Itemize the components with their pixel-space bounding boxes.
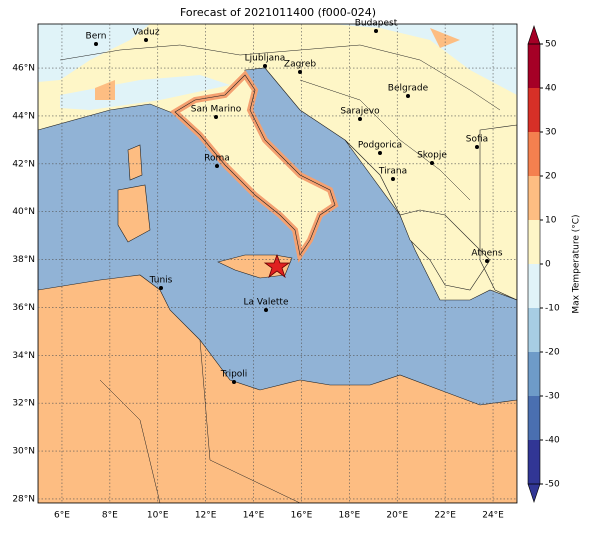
city-label: Tripoli — [220, 370, 248, 380]
city-label: Tunis — [149, 276, 173, 286]
colorbar-extend — [527, 483, 541, 503]
city-dot — [263, 64, 267, 68]
city-dot — [215, 164, 219, 168]
x-tick-label: 12°E — [195, 511, 217, 521]
city-label: Bern — [86, 32, 107, 42]
colorbar-tick-label: -50 — [545, 480, 560, 490]
city-label: Ljubljana — [245, 54, 286, 64]
y-tick-label: 30°N — [12, 447, 35, 457]
city-dot — [232, 380, 236, 384]
x-tick-label: 18°E — [339, 511, 361, 521]
colorbar-tick-label: 0 — [545, 260, 551, 270]
colorbar-band — [528, 308, 540, 352]
colorbar-band — [528, 264, 540, 308]
city-dot — [214, 115, 218, 119]
x-tick-label: 8°E — [102, 511, 118, 521]
city-label: Belgrade — [388, 84, 429, 94]
colorbar-tick-label: -20 — [545, 348, 560, 358]
y-tick-label: 46°N — [12, 64, 35, 74]
colorbar-band — [528, 176, 540, 220]
x-tick-label: 22°E — [434, 511, 456, 521]
y-tick-label: 36°N — [12, 303, 35, 313]
city-label: Sofia — [466, 135, 488, 145]
city-dot — [264, 308, 268, 312]
city-dot — [406, 94, 410, 98]
city-label: Skopje — [417, 151, 447, 161]
x-tick-label: 24°E — [482, 511, 504, 521]
colorbar-band — [528, 220, 540, 264]
y-tick-label: 32°N — [12, 399, 35, 409]
city-label: Tirana — [378, 167, 407, 177]
city-label: Podgorica — [358, 141, 402, 151]
colorbar-label: Max Temperature (°C) — [572, 214, 582, 313]
city-label: Zagreb — [284, 60, 316, 70]
city-dot — [374, 29, 378, 33]
city-dot — [159, 286, 163, 290]
city-label: San Marino — [191, 105, 242, 115]
x-tick-label: 14°E — [243, 511, 265, 521]
x-tick-label: 6°E — [54, 511, 70, 521]
x-tick-label: 10°E — [147, 511, 169, 521]
city-dot — [94, 42, 98, 46]
city-dot — [144, 38, 148, 42]
colorbar-band — [528, 352, 540, 396]
colorbar-extend — [527, 25, 541, 45]
city-label: Roma — [204, 154, 230, 164]
city-dot — [485, 259, 489, 263]
city-dot — [430, 161, 434, 165]
city-label: Athens — [471, 249, 502, 259]
x-tick-label: 20°E — [386, 511, 408, 521]
colorbar-tick-label: 20 — [545, 172, 557, 182]
y-tick-label: 44°N — [12, 111, 35, 121]
y-tick-label: 40°N — [12, 207, 35, 217]
marker-star — [263, 253, 291, 279]
city-dot — [378, 151, 382, 155]
city-label: Sarajevo — [340, 107, 380, 117]
title: Forecast of 2021011400 (f000-024) — [180, 6, 376, 19]
colorbar-tick-label: -10 — [545, 304, 560, 314]
colorbar-tick-label: -30 — [545, 392, 560, 402]
colorbar-tick-label: 30 — [545, 128, 557, 138]
city-label: Budapest — [355, 19, 398, 29]
colorbar-band — [528, 44, 540, 88]
city-label: La Valette — [244, 298, 289, 308]
city-dot — [391, 177, 395, 181]
colorbar-band — [528, 440, 540, 484]
colorbar-band — [528, 132, 540, 176]
colorbar-band — [528, 88, 540, 132]
y-tick-label: 38°N — [12, 255, 35, 265]
y-tick-label: 34°N — [12, 351, 35, 361]
colorbar-tick-label: -40 — [545, 436, 560, 446]
x-tick-label: 16°E — [291, 511, 313, 521]
colorbar-tick-label: 10 — [545, 216, 557, 226]
y-tick-label: 28°N — [12, 494, 35, 504]
colorbar-band — [528, 396, 540, 440]
city-label: Vaduz — [132, 28, 159, 38]
y-tick-label: 42°N — [12, 159, 35, 169]
city-dot — [298, 70, 302, 74]
colorbar-tick-label: 40 — [545, 84, 557, 94]
colorbar-tick-label: 50 — [545, 40, 557, 50]
city-dot — [358, 117, 362, 121]
city-dot — [475, 145, 479, 149]
